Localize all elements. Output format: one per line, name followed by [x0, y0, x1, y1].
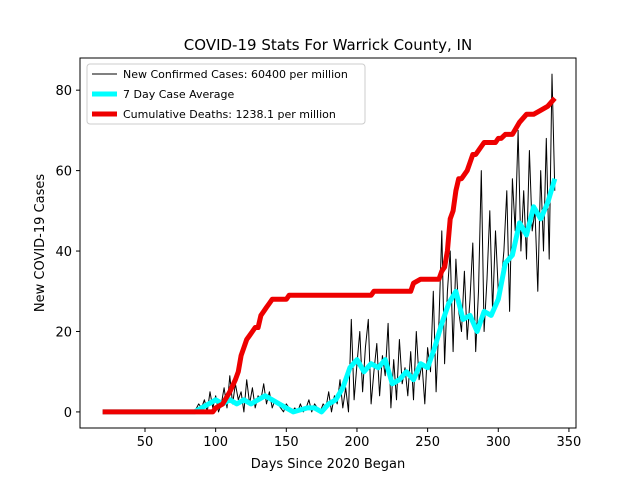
legend-box — [86, 63, 366, 125]
legend: New Confirmed Cases: 60400 per million 7 … — [86, 63, 366, 125]
x-tick-label: 250 — [415, 435, 440, 450]
x-tick-label: 100 — [203, 435, 228, 450]
chart-title: COVID-19 Stats For Warrick County, IN — [184, 36, 472, 54]
series-line-3 — [102, 96, 557, 415]
x-tick-label: 150 — [274, 435, 299, 450]
y-tick-label: 20 — [55, 325, 72, 340]
y-axis-label: New COVID-19 Cases — [33, 174, 48, 312]
legend-label-1: New Confirmed Cases: 60400 per million — [123, 68, 348, 81]
y-tick-label: 40 — [55, 245, 72, 260]
y-tick-label: 80 — [55, 84, 72, 99]
series-line-1 — [102, 73, 556, 413]
x-tick-label: 50 — [137, 435, 154, 450]
x-tick-label: 300 — [486, 435, 511, 450]
y-tick-label: 60 — [55, 165, 72, 180]
series-line-2 — [102, 177, 558, 415]
plot-marks — [102, 73, 558, 415]
x-tick-label: 350 — [557, 435, 582, 450]
y-tick-label: 0 — [64, 406, 72, 421]
legend-label-2: 7 Day Case Average — [123, 88, 235, 101]
x-tick-label: 200 — [345, 435, 370, 450]
axis-ticks: 50 100 150 200 250 300 350 0 20 40 60 80 — [55, 84, 581, 450]
plot-frame — [79, 57, 577, 429]
legend-label-3: Cumulative Deaths: 1238.1 per million — [123, 108, 336, 121]
x-axis-label: Days Since 2020 Began — [251, 457, 406, 472]
